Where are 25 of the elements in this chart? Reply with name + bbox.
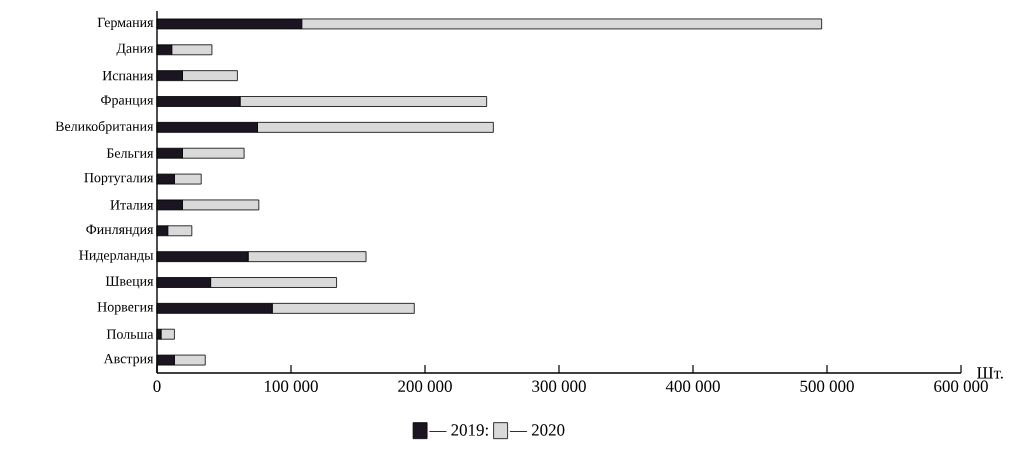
bar — [160, 328, 175, 340]
x-tick-label: 100 000 — [264, 380, 318, 392]
y-tick-label: Нидерланды — [79, 250, 154, 263]
legend-label: — 2020 — [509, 424, 565, 436]
y-tick-label: Бельгия — [106, 148, 154, 158]
y-tick-label: Франция — [101, 95, 154, 108]
y-tick-label: Финляндия — [86, 224, 154, 237]
x-tick-label: 400 000 — [665, 380, 720, 392]
x-tick-label: 500 000 — [800, 380, 854, 392]
y-tick-label: Швеция — [105, 276, 154, 289]
x-tick-label: 300 000 — [532, 380, 586, 392]
y-tick-label: Испания — [102, 71, 154, 81]
legend-label: — 2019: — [429, 424, 488, 436]
x-axis-title: Шт. — [977, 367, 1003, 379]
y-tick-label: Италия — [110, 200, 154, 210]
y-tick-label: Португалия — [84, 173, 154, 186]
y-tick-label: Великобритания — [55, 120, 154, 134]
x-tick-label: 200 000 — [398, 380, 452, 392]
x-tick-label: 0 — [153, 380, 161, 392]
y-tick-label: Германия — [97, 17, 154, 30]
y-tick-label: Норвегия — [97, 302, 154, 315]
x-tick-label: 600 000 — [934, 380, 988, 392]
y-tick-label: Польша — [106, 329, 154, 339]
y-tick-label: Австрия — [103, 353, 154, 367]
y-tick-label: Дания — [116, 43, 154, 56]
